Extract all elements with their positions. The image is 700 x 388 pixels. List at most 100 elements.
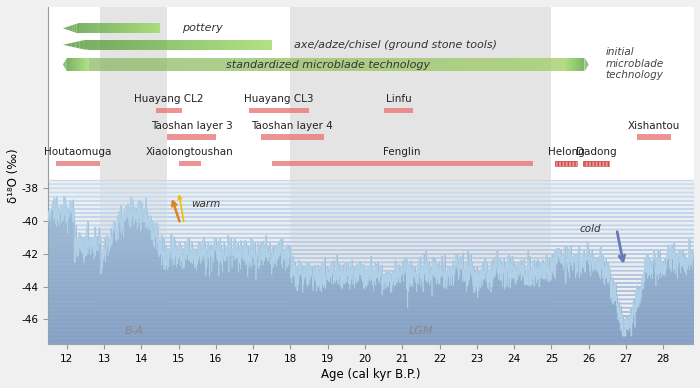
Polygon shape [156, 23, 158, 33]
Polygon shape [267, 40, 272, 50]
Polygon shape [125, 23, 127, 33]
Polygon shape [111, 23, 113, 33]
Polygon shape [75, 24, 76, 33]
Polygon shape [523, 58, 531, 71]
Polygon shape [255, 58, 262, 71]
Polygon shape [84, 40, 88, 50]
Polygon shape [131, 23, 133, 33]
Polygon shape [238, 40, 242, 50]
Bar [290, 7, 552, 344]
Polygon shape [242, 40, 246, 50]
Polygon shape [159, 40, 163, 50]
Polygon shape [310, 58, 318, 71]
Polygon shape [499, 58, 508, 71]
Polygon shape [476, 58, 484, 71]
Text: initial
microblade
technology: initial microblade technology [606, 47, 664, 80]
Y-axis label: δ¹⁸O (‰): δ¹⁸O (‰) [7, 148, 20, 203]
Polygon shape [148, 23, 150, 33]
Polygon shape [428, 58, 436, 71]
Polygon shape [150, 40, 155, 50]
Polygon shape [397, 58, 405, 71]
Polygon shape [226, 40, 230, 50]
Polygon shape [109, 23, 111, 33]
Bar [583, 161, 609, 166]
Polygon shape [67, 43, 71, 47]
Polygon shape [515, 58, 523, 71]
Polygon shape [160, 58, 168, 71]
Text: Helong: Helong [548, 147, 584, 157]
Polygon shape [119, 23, 121, 33]
Polygon shape [230, 40, 235, 50]
Polygon shape [113, 58, 120, 71]
Polygon shape [83, 23, 84, 33]
Polygon shape [146, 40, 150, 50]
Polygon shape [246, 40, 251, 50]
Text: Linfu: Linfu [386, 94, 412, 104]
Polygon shape [163, 40, 167, 50]
Polygon shape [365, 58, 373, 71]
Polygon shape [150, 23, 152, 33]
Polygon shape [209, 40, 214, 50]
Bar [637, 134, 671, 140]
Polygon shape [144, 23, 146, 33]
Polygon shape [358, 58, 365, 71]
Polygon shape [102, 23, 104, 33]
Bar [100, 7, 167, 344]
Polygon shape [106, 23, 108, 33]
Text: B-A: B-A [125, 326, 144, 336]
Polygon shape [201, 40, 205, 50]
Polygon shape [222, 40, 226, 50]
Polygon shape [318, 58, 326, 71]
Polygon shape [412, 58, 421, 71]
Polygon shape [180, 40, 184, 50]
Polygon shape [152, 23, 154, 33]
Polygon shape [176, 58, 184, 71]
Polygon shape [100, 23, 102, 33]
Polygon shape [421, 58, 428, 71]
Text: Dadong: Dadong [576, 147, 617, 157]
Polygon shape [389, 58, 397, 71]
Polygon shape [97, 58, 105, 71]
Polygon shape [218, 40, 222, 50]
Bar [583, 161, 609, 166]
Polygon shape [342, 58, 349, 71]
Polygon shape [349, 58, 358, 71]
Polygon shape [207, 58, 216, 71]
Polygon shape [231, 58, 239, 71]
Polygon shape [98, 23, 100, 33]
Polygon shape [92, 23, 94, 33]
Bar [260, 134, 324, 140]
Polygon shape [71, 25, 73, 31]
Polygon shape [539, 58, 547, 71]
Polygon shape [92, 40, 97, 50]
Polygon shape [302, 58, 310, 71]
Polygon shape [554, 58, 563, 71]
Polygon shape [259, 40, 263, 50]
Polygon shape [76, 23, 78, 33]
Polygon shape [105, 58, 113, 71]
Polygon shape [133, 23, 134, 33]
Polygon shape [214, 40, 218, 50]
Polygon shape [73, 24, 75, 32]
Text: Xishantou: Xishantou [628, 121, 680, 131]
Polygon shape [130, 40, 134, 50]
Bar [384, 108, 414, 113]
Polygon shape [452, 58, 460, 71]
Polygon shape [271, 58, 279, 71]
Text: Fenglin: Fenglin [384, 147, 421, 157]
Polygon shape [89, 58, 97, 71]
Polygon shape [80, 40, 84, 49]
Polygon shape [125, 40, 130, 50]
Polygon shape [184, 58, 192, 71]
Bar [555, 161, 578, 166]
Polygon shape [84, 23, 86, 33]
Polygon shape [101, 40, 105, 50]
Polygon shape [136, 23, 139, 33]
Polygon shape [279, 58, 286, 71]
Polygon shape [436, 58, 445, 71]
Polygon shape [239, 58, 247, 71]
Polygon shape [97, 40, 101, 50]
Bar [55, 161, 100, 166]
Polygon shape [109, 40, 113, 50]
Polygon shape [88, 23, 90, 33]
